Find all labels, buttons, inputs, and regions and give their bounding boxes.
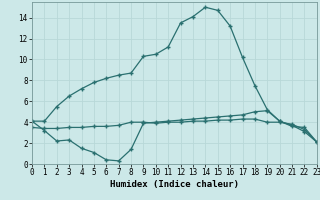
X-axis label: Humidex (Indice chaleur): Humidex (Indice chaleur) [110,180,239,189]
